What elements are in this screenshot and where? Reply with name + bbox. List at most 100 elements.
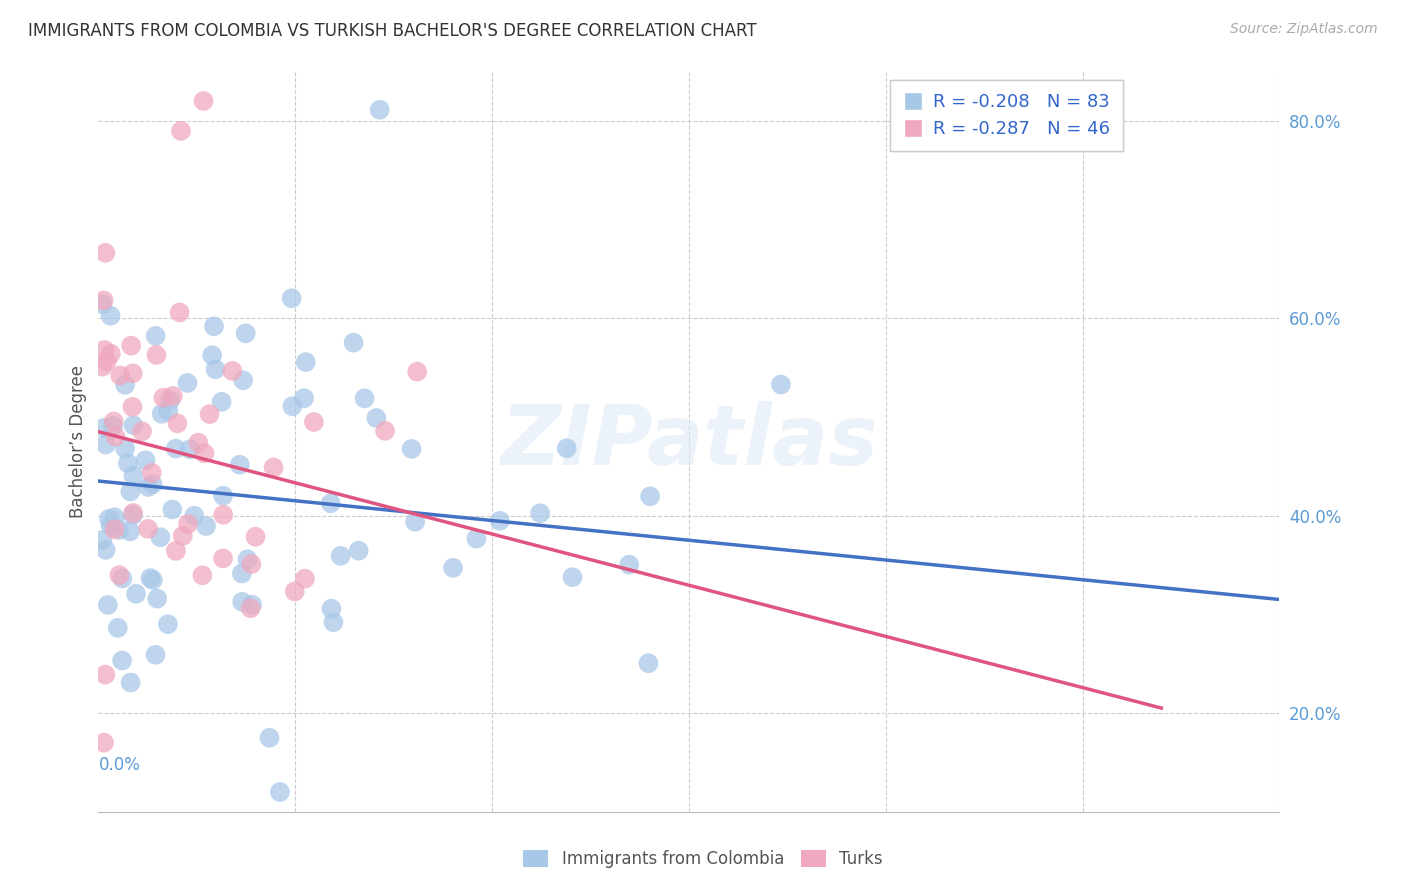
Point <box>302 415 325 429</box>
Point <box>231 595 253 609</box>
Point <box>94 246 117 260</box>
Point <box>107 621 129 635</box>
Point <box>152 391 174 405</box>
Point <box>94 667 117 681</box>
Point <box>139 571 162 585</box>
Point <box>368 103 391 117</box>
Point <box>212 508 235 522</box>
Point <box>121 367 143 381</box>
Point <box>165 442 187 456</box>
Point <box>240 598 263 612</box>
Point <box>212 489 235 503</box>
Point <box>91 297 114 311</box>
Point <box>319 496 342 510</box>
Point <box>117 456 139 470</box>
Point <box>259 731 281 745</box>
Point <box>561 570 583 584</box>
Point <box>159 393 181 408</box>
Point <box>263 460 285 475</box>
Point <box>294 355 316 369</box>
Point <box>281 399 304 413</box>
Point <box>145 648 167 662</box>
Point <box>529 506 551 520</box>
Point <box>91 533 114 547</box>
Point <box>342 335 364 350</box>
Point <box>239 601 262 615</box>
Text: 0.0%: 0.0% <box>98 756 141 774</box>
Point <box>176 376 198 390</box>
Point <box>131 425 153 439</box>
Point <box>121 508 143 523</box>
Point <box>157 404 180 418</box>
Point <box>141 466 163 480</box>
Text: IMMIGRANTS FROM COLOMBIA VS TURKISH BACHELOR'S DEGREE CORRELATION CHART: IMMIGRANTS FROM COLOMBIA VS TURKISH BACH… <box>28 22 756 40</box>
Point <box>103 522 125 536</box>
Point <box>135 453 157 467</box>
Point <box>108 568 131 582</box>
Point <box>204 362 226 376</box>
Point <box>183 508 205 523</box>
Point <box>231 566 253 581</box>
Point <box>236 552 259 566</box>
Text: Source: ZipAtlas.com: Source: ZipAtlas.com <box>1230 22 1378 37</box>
Point <box>191 568 214 582</box>
Point <box>125 587 148 601</box>
Point <box>156 617 179 632</box>
Point <box>100 518 122 533</box>
Point <box>120 484 142 499</box>
Point <box>406 365 429 379</box>
Point <box>193 94 215 108</box>
Point <box>269 785 291 799</box>
Point <box>465 532 488 546</box>
Point <box>142 573 165 587</box>
Point <box>201 348 224 362</box>
Legend: Immigrants from Colombia, Turks: Immigrants from Colombia, Turks <box>516 843 890 875</box>
Point <box>97 598 120 612</box>
Point <box>280 291 302 305</box>
Point <box>94 437 117 451</box>
Point <box>142 477 165 491</box>
Point <box>96 354 118 368</box>
Point <box>122 506 145 520</box>
Point <box>179 442 201 457</box>
Point <box>93 293 115 308</box>
Point <box>321 601 343 615</box>
Point <box>401 442 423 456</box>
Point <box>195 519 218 533</box>
Point <box>162 502 184 516</box>
Point <box>221 364 243 378</box>
Point <box>145 348 167 362</box>
Point <box>170 124 193 138</box>
Point <box>114 377 136 392</box>
Point <box>120 675 142 690</box>
Point <box>169 305 191 319</box>
Point <box>240 557 263 571</box>
Point <box>100 347 122 361</box>
Point <box>111 571 134 585</box>
Point <box>619 558 641 572</box>
Point <box>118 524 141 539</box>
Y-axis label: Bachelor’s Degree: Bachelor’s Degree <box>69 365 87 518</box>
Point <box>769 377 792 392</box>
Point <box>121 400 143 414</box>
Point <box>166 417 188 431</box>
Point <box>114 442 136 456</box>
Point <box>94 542 117 557</box>
Point <box>232 373 254 387</box>
Point <box>374 424 396 438</box>
Point <box>136 480 159 494</box>
Point <box>187 435 209 450</box>
Point <box>366 411 388 425</box>
Point <box>294 572 316 586</box>
Point <box>122 468 145 483</box>
Point <box>111 653 134 667</box>
Point <box>93 343 115 357</box>
Text: ZIPatlas: ZIPatlas <box>501 401 877 482</box>
Point <box>165 544 187 558</box>
Point <box>100 309 122 323</box>
Point <box>91 359 114 374</box>
Point <box>122 418 145 433</box>
Point <box>162 389 184 403</box>
Point <box>229 458 252 472</box>
Point <box>329 549 352 563</box>
